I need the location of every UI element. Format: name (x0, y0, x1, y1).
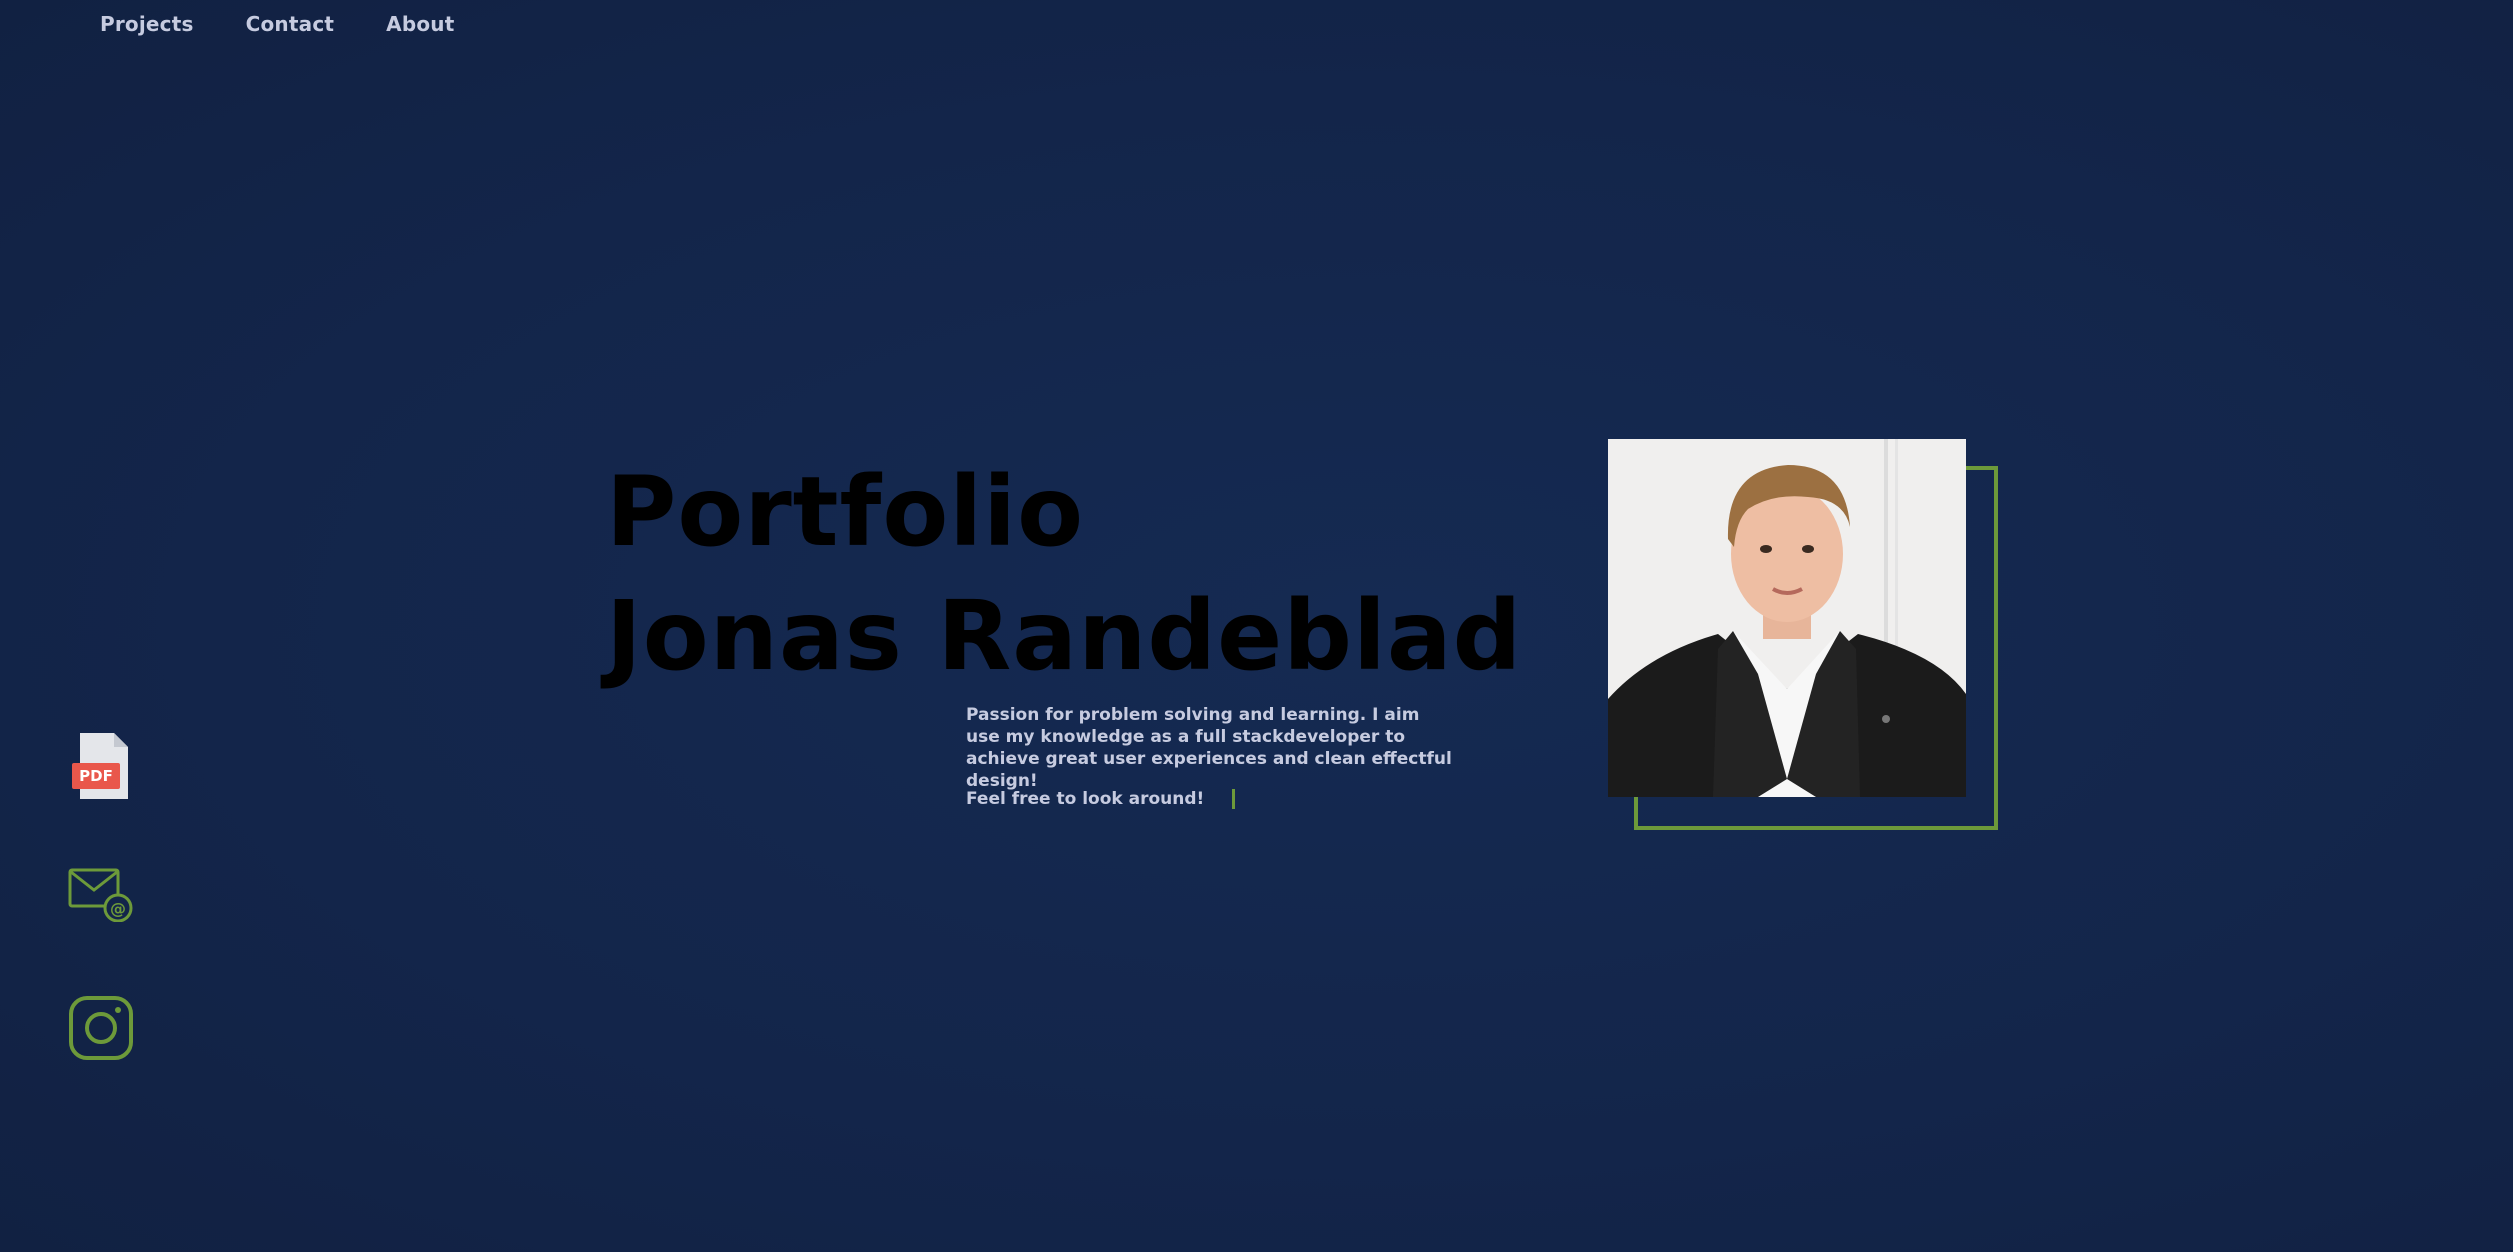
hero-title-line2: Jonas Randeblad (606, 580, 1523, 692)
hero-title-line1: Portfolio (606, 456, 1085, 568)
nav-projects[interactable]: Projects (100, 12, 194, 36)
intro-paragraph: Passion for problem solving and learning… (966, 705, 1452, 791)
intro-text: Passion for problem solving and learning… (966, 704, 1456, 792)
hero-title: Portfolio Jonas Randeblad (606, 450, 1522, 698)
instagram-link[interactable] (68, 995, 134, 1065)
profile-photo (1608, 439, 1966, 797)
email-link[interactable]: @ (68, 868, 134, 926)
pdf-icon: PDF (72, 733, 128, 799)
cta-line: Feel free to look around! (966, 788, 1236, 810)
nav-about[interactable]: About (386, 12, 455, 36)
cta-text: Feel free to look around! (966, 789, 1205, 809)
pdf-label: PDF (79, 767, 113, 785)
top-nav: Projects Contact About (100, 12, 454, 36)
svg-text:@: @ (110, 899, 126, 918)
instagram-icon (69, 996, 133, 1060)
nav-contact[interactable]: Contact (245, 12, 335, 36)
email-icon: @ (68, 868, 133, 923)
typing-cursor (1232, 789, 1236, 809)
resume-pdf-link[interactable]: PDF (68, 733, 128, 803)
profile-photo-illustration (1608, 439, 1966, 797)
